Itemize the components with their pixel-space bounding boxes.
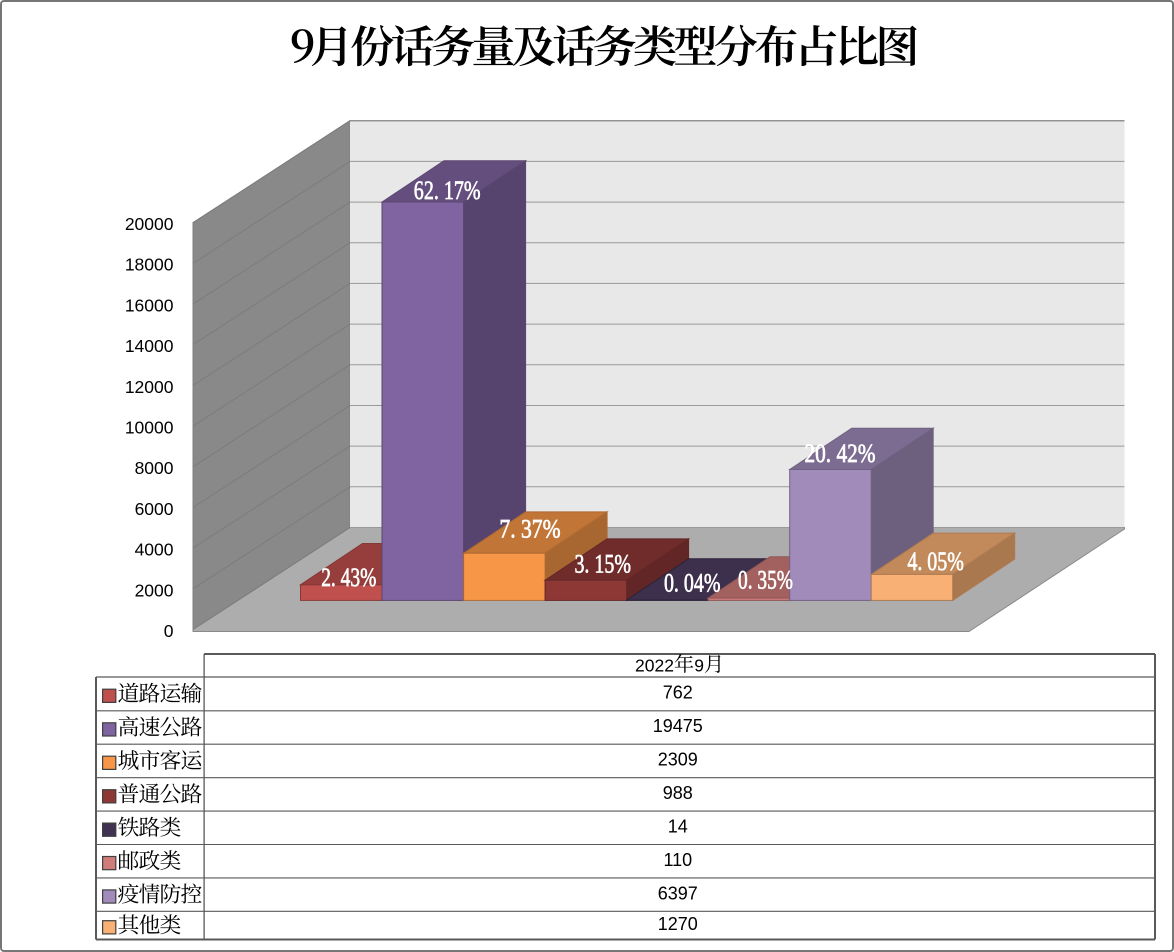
svg-text:0. 04%: 0. 04% [664, 568, 721, 597]
svg-text:9: 9 [694, 655, 704, 675]
svg-text:14: 14 [668, 817, 688, 837]
svg-text:0. 35%: 0. 35% [738, 566, 793, 595]
svg-text:16000: 16000 [125, 295, 174, 315]
svg-text:2. 43%: 2. 43% [321, 563, 376, 592]
svg-text:3. 15%: 3. 15% [574, 549, 631, 578]
svg-text:4000: 4000 [135, 540, 174, 560]
svg-text:6000: 6000 [135, 499, 174, 519]
svg-text:2022: 2022 [635, 655, 674, 675]
svg-text:18000: 18000 [125, 255, 174, 275]
svg-text:12000: 12000 [125, 377, 174, 397]
svg-text:988: 988 [663, 783, 693, 803]
svg-text:110: 110 [663, 850, 692, 870]
svg-text:20000: 20000 [125, 214, 174, 234]
svg-text:2309: 2309 [658, 750, 698, 770]
svg-text:8000: 8000 [135, 458, 174, 478]
svg-text:1270: 1270 [658, 914, 698, 934]
svg-text:20. 42%: 20. 42% [805, 439, 876, 468]
svg-text:4. 05%: 4. 05% [907, 547, 964, 576]
svg-text:14000: 14000 [125, 336, 174, 356]
svg-text:7. 37%: 7. 37% [499, 515, 560, 544]
svg-text:6397: 6397 [658, 883, 698, 903]
svg-text:19475: 19475 [653, 716, 703, 736]
svg-text:762: 762 [663, 683, 693, 703]
svg-text:2000: 2000 [135, 580, 174, 600]
svg-text:0: 0 [164, 621, 174, 641]
svg-text:62. 17%: 62. 17% [414, 176, 481, 205]
svg-text:10000: 10000 [125, 418, 174, 438]
